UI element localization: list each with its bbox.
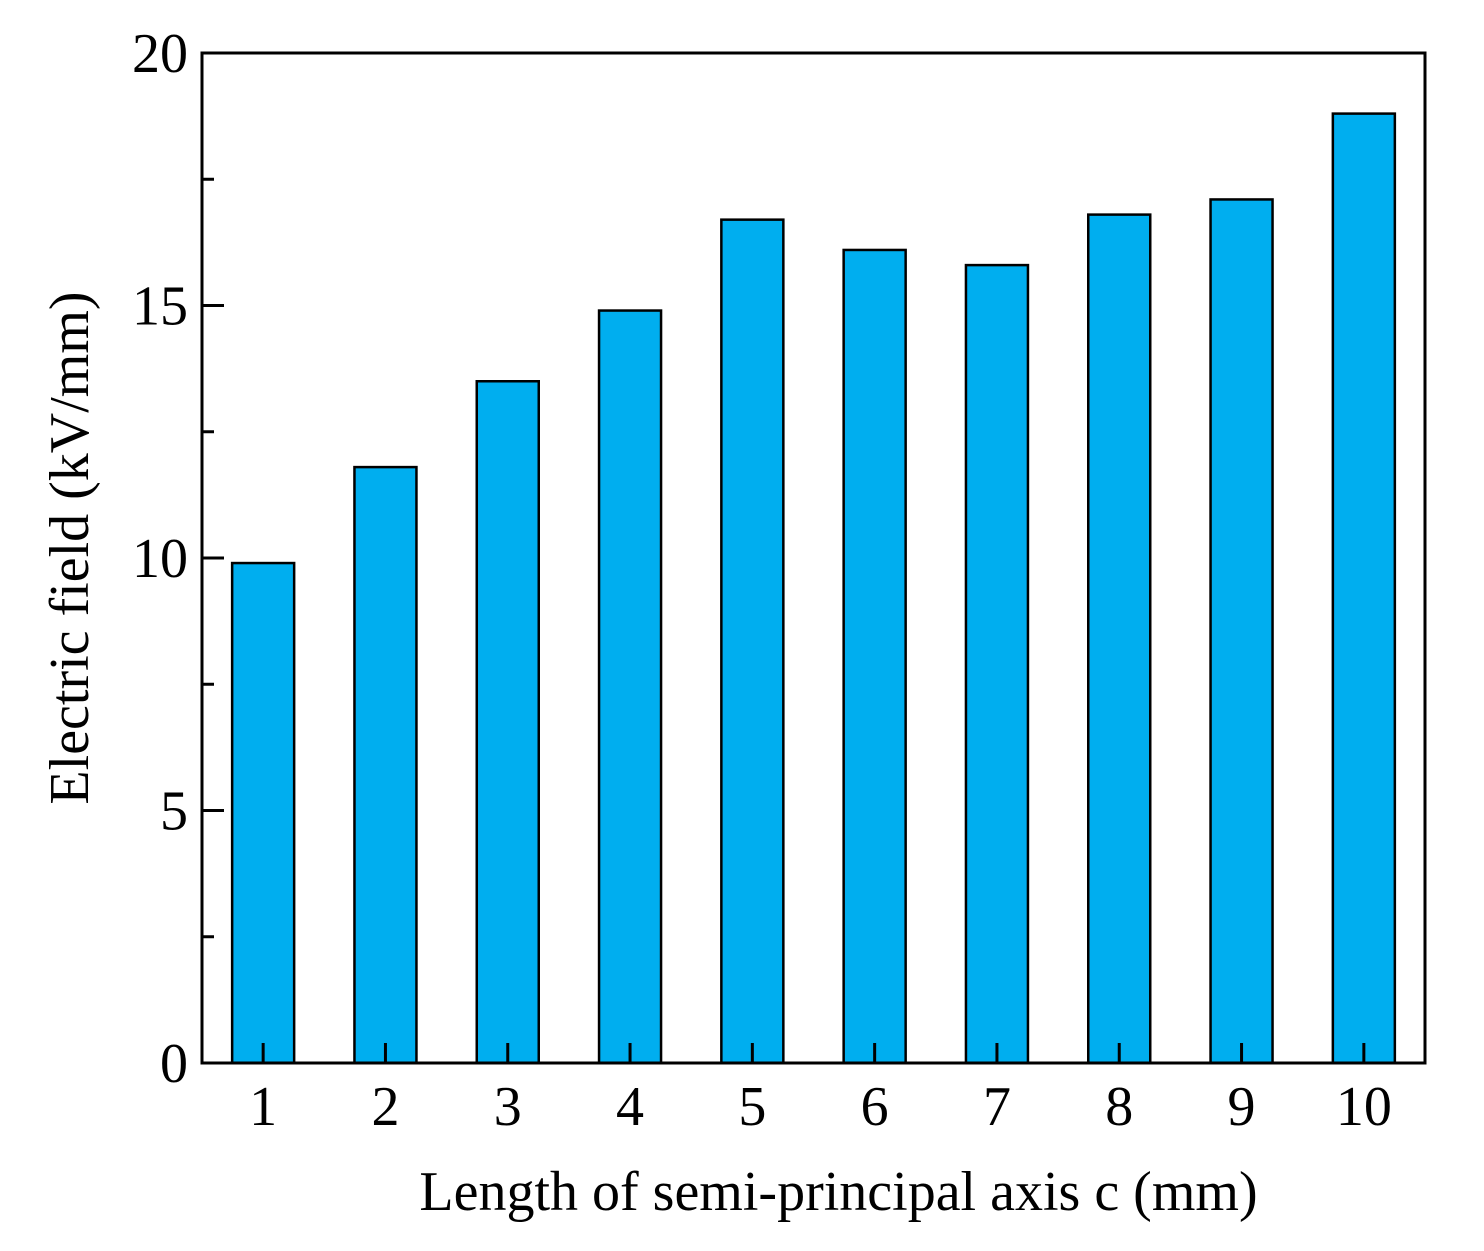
x-tick-label-9: 9: [1228, 1076, 1256, 1138]
x-ticks-group: [261, 1043, 1366, 1063]
x-tick-label-1: 1: [249, 1076, 277, 1138]
bar-2: [353, 465, 418, 1065]
bar-3: [475, 380, 540, 1065]
x-axis-label: Length of semi-principal axis c (mm): [419, 1161, 1257, 1223]
plot-frame: [200, 51, 1427, 1065]
y-axis-label: Electric field (kV/mm): [39, 291, 101, 804]
x-tick-label-3: 3: [494, 1076, 522, 1138]
bar-10: [1331, 112, 1397, 1065]
x-tick-label-6: 6: [861, 1076, 889, 1138]
bar-4: [597, 309, 663, 1065]
bar-8: [1087, 213, 1152, 1065]
y-tick-labels-group: 0 5 10 15 20: [132, 23, 188, 1095]
bar-1: [230, 561, 296, 1065]
bars-group: [230, 112, 1397, 1065]
x-tick-label-2: 2: [371, 1076, 399, 1138]
x-tick-labels-group: 1 2 3 4 5 6 7 8 9 10: [249, 1076, 1392, 1138]
y-tick-label-10: 10: [132, 528, 188, 590]
bar-5: [720, 218, 785, 1065]
x-tick-label-8: 8: [1105, 1076, 1133, 1138]
x-tick-label-4: 4: [616, 1076, 644, 1138]
bar-9: [1209, 198, 1274, 1065]
y-tick-label-15: 15: [132, 276, 188, 338]
bar-6: [842, 248, 907, 1065]
x-tick-label-10: 10: [1336, 1076, 1392, 1138]
x-tick-label-7: 7: [983, 1076, 1011, 1138]
bar-7: [964, 263, 1030, 1065]
y-tick-label-5: 5: [160, 781, 188, 843]
y-tick-label-20: 20: [132, 23, 188, 85]
y-ticks-group: [202, 51, 224, 1065]
y-tick-label-0: 0: [160, 1033, 188, 1095]
x-tick-label-5: 5: [738, 1076, 766, 1138]
